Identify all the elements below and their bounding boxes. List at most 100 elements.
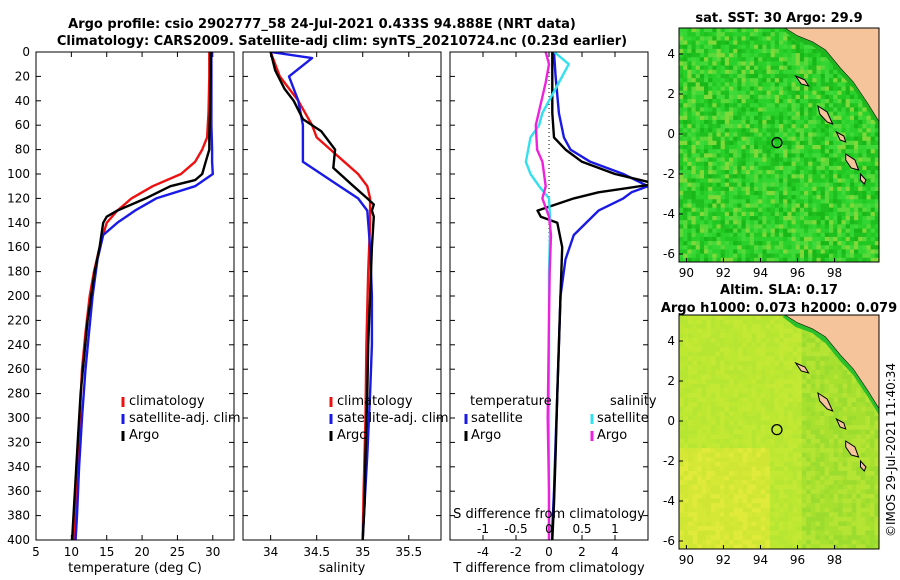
argo-position-marker bbox=[771, 137, 783, 149]
heatmap-cell bbox=[770, 32, 776, 37]
heatmap-cell bbox=[774, 512, 780, 518]
heatmap-cell bbox=[804, 236, 809, 242]
heatmap-cell bbox=[774, 503, 780, 509]
heatmap-cell bbox=[819, 365, 826, 371]
heatmap-cell bbox=[751, 512, 757, 518]
heatmap-cell bbox=[770, 211, 776, 217]
heatmap-cell bbox=[769, 351, 776, 357]
heatmap-cell bbox=[708, 28, 713, 33]
series-group bbox=[524, 52, 648, 540]
heatmap-cell bbox=[749, 111, 755, 117]
heatmap-cell bbox=[783, 503, 789, 509]
heatmap-cell bbox=[745, 78, 751, 83]
heatmap-cell bbox=[691, 82, 697, 88]
heatmap-cell bbox=[770, 228, 776, 234]
heatmap-cell bbox=[695, 73, 701, 79]
heatmap-cell bbox=[865, 489, 871, 495]
heatmap-cell bbox=[815, 480, 821, 486]
heatmap-cell bbox=[701, 516, 707, 523]
heatmap-cell bbox=[729, 315, 735, 321]
heatmap-cell bbox=[699, 228, 705, 234]
heatmap-cell bbox=[756, 429, 762, 435]
heatmap-cell bbox=[749, 44, 755, 50]
heatmap-cell bbox=[837, 103, 843, 108]
heatmap-cell bbox=[774, 498, 780, 504]
heatmap-cell bbox=[704, 161, 709, 167]
heatmap-cell bbox=[710, 507, 716, 513]
heatmap-cell bbox=[779, 149, 784, 154]
heatmap-cell bbox=[837, 216, 843, 221]
heatmap-cell bbox=[719, 415, 726, 422]
heatmap-cell bbox=[683, 425, 689, 431]
heatmap-cell bbox=[738, 507, 744, 513]
heatmap-cell bbox=[724, 356, 730, 362]
heatmap-cell bbox=[799, 245, 805, 251]
heatmap-cell bbox=[765, 415, 771, 422]
heatmap-cell bbox=[697, 383, 703, 390]
heatmap-cell bbox=[742, 466, 748, 472]
heatmap-cell bbox=[699, 40, 705, 46]
heatmap-cell bbox=[770, 165, 776, 171]
heatmap-cell bbox=[820, 124, 826, 129]
heatmap-cell bbox=[679, 61, 684, 67]
heatmap-cell bbox=[756, 370, 762, 376]
heatmap-cell bbox=[691, 69, 697, 75]
heatmap-cell bbox=[741, 207, 747, 213]
heatmap-cell bbox=[801, 388, 807, 394]
heatmap-cell bbox=[829, 457, 835, 463]
heatmap-cell bbox=[683, 94, 688, 100]
heatmap-cell bbox=[766, 236, 772, 242]
heatmap-cell bbox=[745, 236, 751, 242]
heatmap-cell bbox=[774, 190, 780, 196]
heatmap-cell bbox=[760, 342, 766, 348]
heatmap-cell bbox=[812, 73, 818, 79]
heatmap-cell bbox=[858, 157, 863, 163]
heatmap-cell bbox=[729, 388, 735, 394]
heatmap-cell bbox=[792, 498, 798, 504]
heatmap-cell bbox=[716, 157, 722, 163]
heatmap-cell bbox=[695, 132, 701, 138]
heatmap-cell bbox=[754, 207, 759, 213]
heatmap-cell bbox=[774, 337, 780, 344]
heatmap-cell bbox=[858, 182, 863, 188]
heatmap-cell bbox=[683, 211, 688, 217]
heatmap-cell bbox=[788, 461, 794, 468]
heatmap-cell bbox=[856, 411, 862, 417]
heatmap-cell bbox=[787, 149, 793, 154]
heatmap-cell bbox=[729, 342, 735, 348]
heatmap-cell bbox=[741, 69, 747, 75]
heatmap-cell bbox=[742, 498, 748, 504]
heatmap-cell bbox=[874, 140, 879, 146]
heatmap-cell bbox=[795, 236, 801, 242]
heatmap-cell bbox=[783, 211, 788, 217]
heatmap-cell bbox=[762, 119, 768, 125]
heatmap-cell bbox=[812, 157, 818, 163]
heatmap-cell bbox=[754, 44, 759, 50]
heatmap-cell bbox=[765, 512, 771, 518]
heatmap-cell bbox=[816, 53, 822, 58]
heatmap-cell bbox=[745, 161, 751, 167]
heatmap-cell bbox=[712, 211, 718, 217]
heatmap-cell bbox=[806, 397, 812, 403]
heatmap-cell bbox=[812, 220, 818, 225]
heatmap-cell bbox=[770, 140, 776, 146]
heatmap-cell bbox=[687, 257, 693, 262]
heatmap-cell bbox=[869, 461, 876, 468]
heatmap-cell bbox=[849, 153, 855, 159]
heatmap-cell bbox=[716, 94, 722, 100]
heatmap-cell bbox=[841, 245, 847, 251]
heatmap-cell bbox=[819, 434, 826, 440]
heatmap-cell bbox=[760, 406, 766, 412]
heatmap-cell bbox=[737, 65, 743, 71]
heatmap-cell bbox=[742, 457, 748, 463]
heatmap-cell bbox=[766, 44, 772, 50]
heatmap-cell bbox=[854, 153, 859, 159]
heatmap-cell bbox=[742, 461, 748, 468]
heatmap-cell bbox=[695, 94, 701, 100]
heatmap-cell bbox=[808, 161, 813, 167]
heatmap-cell bbox=[679, 406, 685, 412]
heatmap-cell bbox=[820, 186, 826, 192]
heatmap-cell bbox=[715, 383, 721, 390]
heatmap-cell bbox=[866, 128, 872, 134]
heatmap-cell bbox=[712, 249, 718, 255]
